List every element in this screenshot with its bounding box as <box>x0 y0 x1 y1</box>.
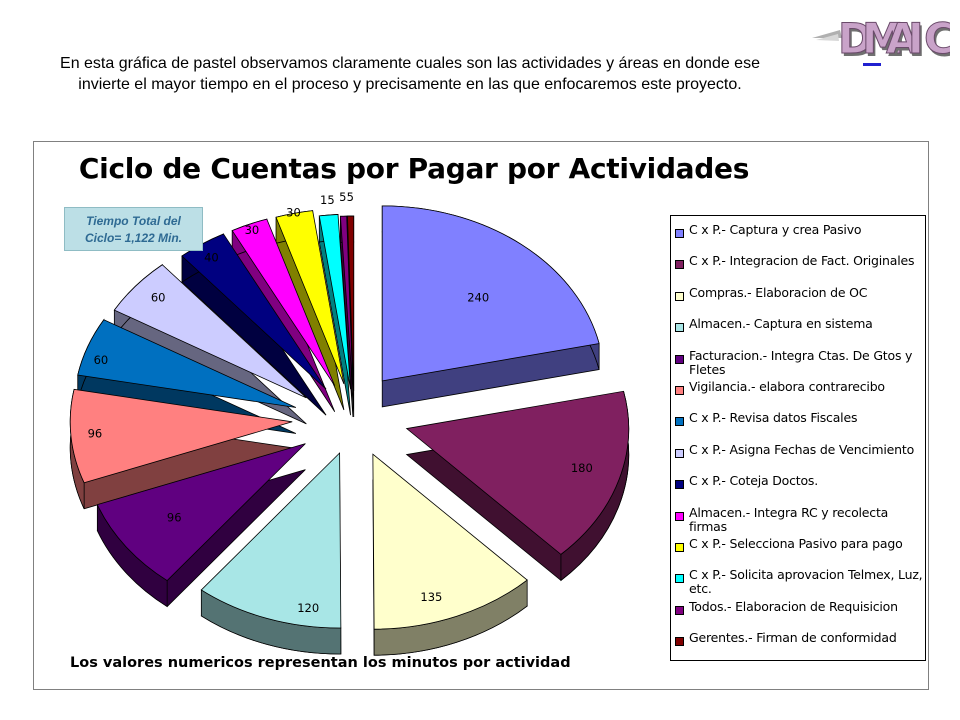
pie-slice <box>275 210 345 385</box>
legend-swatch <box>675 260 684 270</box>
legend-swatch <box>675 637 684 647</box>
pie-slice <box>372 453 528 630</box>
legend-label: Vigilancia.- elabora contrarecibo <box>689 379 885 394</box>
legend-item: Compras.- Elaboracion de OC <box>675 284 925 314</box>
total-line-2: Ciclo= 1,122 Min. <box>84 231 183 245</box>
chart-frame: Ciclo de Cuentas por Pagar por Actividad… <box>33 141 929 690</box>
pie-value-label: 96 <box>88 426 103 440</box>
pie-value-label: 120 <box>297 601 319 615</box>
logo-letter: M <box>862 14 904 63</box>
legend-label: C x P.- Coteja Doctos. <box>689 473 818 489</box>
pie-value-label: 60 <box>151 290 166 304</box>
pie-slice <box>381 205 600 382</box>
pie-slice <box>69 388 293 484</box>
pie-slice <box>77 319 297 408</box>
logo-letter: D <box>838 14 873 63</box>
legend-swatch <box>675 543 684 552</box>
logo-letter-shadow: I <box>910 17 926 66</box>
legend-item: C x P.- Integracion de Fact. Originales <box>675 254 925 282</box>
pie-slice <box>113 264 307 399</box>
chart-footnote: Los valores numericos representan los mi… <box>70 655 571 671</box>
legend-item: C x P.- Asigna Fechas de Vencimiento <box>675 441 925 471</box>
total-time-box: Tiempo Total del Ciclo= 1,122 Min. <box>64 207 203 251</box>
legend-item: Almacen.- Integra RC y recolecta firmas <box>675 504 925 534</box>
pie-slice <box>318 214 351 390</box>
pie-slice <box>231 218 336 386</box>
logo-letter: C <box>924 14 950 63</box>
legend-swatch <box>675 229 684 238</box>
legend-swatch <box>675 417 684 427</box>
pie-value-label: 240 <box>467 291 489 305</box>
legend-item: Facturacion.- Integra Ctas. De Gtos y Fl… <box>675 347 925 377</box>
logo-letter-shadow: C <box>926 17 950 66</box>
pie-chart: 240 180 135 120 96 96 60 60 40 30 30 15 5 5 <box>69 190 630 656</box>
legend-swatch <box>675 354 684 364</box>
legend-label: C x P.- Captura y crea Pasivo <box>689 222 862 237</box>
intro-text: En esta gráfica de pastel observamos cla… <box>60 55 760 93</box>
logo-letter-shadow: M <box>864 17 906 66</box>
legend-label: Gerentes.- Firman de conformidad <box>689 630 897 646</box>
legend-label: C x P.- Selecciona Pasivo para pago <box>689 536 903 551</box>
legend-item: Vigilancia.- elabora contrarecibo <box>675 380 925 408</box>
logo-letter: I <box>908 14 924 63</box>
legend-item: Gerentes.- Firman de conformidad <box>675 631 925 659</box>
chart-title: Ciclo de Cuentas por Pagar por Actividad… <box>78 152 750 185</box>
pie-value-label: 40 <box>204 250 219 264</box>
pie-value-label: 30 <box>245 223 260 237</box>
logo-letter-shadow: D <box>840 17 875 66</box>
legend-item: Todos.- Elaboracion de Requisicion <box>675 598 925 628</box>
pie-slice <box>405 390 630 555</box>
legend-label: C x P.- Asigna Fechas de Vencimiento <box>689 441 915 457</box>
legend-label: Almacen.- Captura en sistema <box>689 316 873 332</box>
legend-swatch <box>675 574 684 584</box>
total-line-1: Tiempo Total del <box>86 214 181 228</box>
pie-value-label: 135 <box>420 590 442 604</box>
legend-swatch <box>675 480 684 490</box>
legend-item: C x P.- Coteja Doctos. <box>675 474 925 502</box>
pie-slice <box>339 215 354 392</box>
legend-label: Almacen.- Integra RC y recolecta firmas <box>689 504 889 534</box>
legend-item: C x P.- Revisa datos Fiscales <box>675 411 925 439</box>
pie-value-label: 15 <box>320 193 335 207</box>
pie-value-label: 30 <box>286 205 301 219</box>
legend-label: C x P.- Solicita aprovacion Telmex, Luz,… <box>689 567 923 597</box>
legend-label: Compras.- Elaboracion de OC <box>689 284 868 300</box>
pie-value-label: 180 <box>571 461 593 475</box>
pie-value-label: 60 <box>94 353 109 367</box>
pie-value-label: 5 <box>339 190 346 204</box>
legend-item: C x P.- Selecciona Pasivo para pago <box>675 537 925 565</box>
legend-item: C x P.- Solicita aprovacion Telmex, Luz,… <box>675 568 925 596</box>
chart-legend: C x P.- Captura y crea Pasivo C x P.- Int… <box>670 215 926 661</box>
legend-label: C x P.- Revisa datos Fiscales <box>689 410 858 426</box>
legend-swatch <box>675 511 684 521</box>
logo-letter-shadow: A <box>888 17 921 66</box>
pie-slice <box>96 443 306 582</box>
legend-label: Facturacion.- Integra Ctas. De Gtos y Fl… <box>689 347 913 377</box>
legend-swatch <box>675 291 684 301</box>
legend-label: Todos.- Elaboracion de Requisicion <box>689 598 898 614</box>
legend-swatch <box>675 448 684 458</box>
pie-value-label: 5 <box>347 190 354 204</box>
legend-label: C x P.- Integracion de Fact. Originales <box>689 253 915 269</box>
legend-swatch <box>675 605 684 615</box>
pie-slice <box>347 215 355 392</box>
logo-letter: A <box>886 14 919 63</box>
legend-item: Almacen.- Captura en sistema <box>675 317 925 345</box>
legend-swatch <box>675 386 684 395</box>
legend-item: C x P.- Captura y crea Pasivo <box>675 223 925 251</box>
pie-slice <box>200 452 342 629</box>
legend-swatch <box>675 323 684 333</box>
pie-value-label: 96 <box>167 511 182 525</box>
